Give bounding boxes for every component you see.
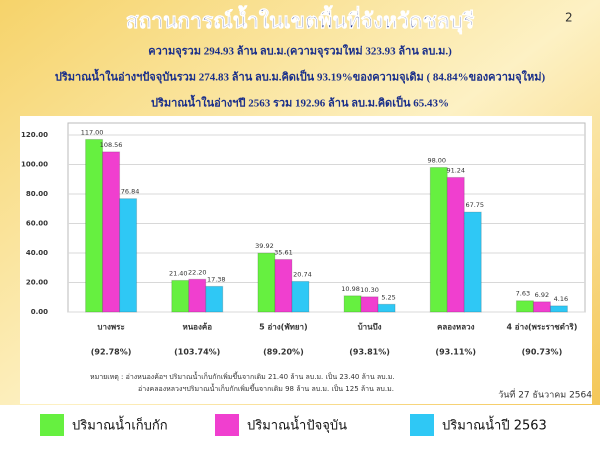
legend-label: ปริมาณน้ำเก็บกัก	[72, 416, 168, 434]
legend-label: ปริมาณน้ำปี 2563	[442, 416, 547, 434]
subtitle: ปริมาณน้ำในอ่างฯปัจจุบันรวม 274.83 ล้าน …	[55, 69, 546, 85]
note: หมายเหตุ : อ่างหนองค้อฯ ปริมาณน้ำเก็บกัก…	[90, 370, 395, 381]
data-label: 98.00	[427, 156, 446, 164]
y-tick-label: 40.00	[26, 249, 48, 257]
y-tick-label: 20.00	[26, 279, 48, 287]
bar	[429, 166, 448, 313]
data-label: 4.16	[554, 295, 568, 303]
subtitle: ปริมาณน้ำในอ่างฯปี 2563 รวม 192.96 ล้าน …	[151, 95, 449, 110]
category-note: (93.11%)	[435, 348, 476, 357]
x-tick-label: 4 อ่าง(พระราชดำริ)	[506, 323, 577, 332]
data-label: 6.92	[535, 291, 549, 299]
data-label: 17.38	[207, 275, 226, 283]
bar	[171, 279, 190, 313]
category-note: (93.81%)	[349, 348, 390, 357]
page-number: 2	[565, 11, 573, 25]
data-label: 39.92	[255, 242, 274, 250]
data-label: 67.75	[465, 201, 484, 209]
bar	[515, 300, 534, 313]
category-note: (90.73%)	[522, 348, 563, 357]
y-tick-label: 100.00	[21, 161, 48, 169]
data-label: 10.30	[360, 286, 379, 294]
bar	[102, 151, 121, 313]
data-label: 91.24	[446, 166, 465, 174]
bar	[119, 198, 138, 313]
category-note: (103.74%)	[174, 348, 220, 357]
bar	[291, 280, 310, 313]
bar	[274, 258, 293, 313]
bar	[188, 278, 207, 313]
data-label: 5.25	[381, 293, 395, 301]
bar	[549, 305, 568, 313]
data-label: 20.74	[293, 270, 312, 278]
legend-label: ปริมาณน้ำปัจจุบัน	[247, 416, 347, 434]
bar	[532, 301, 551, 313]
y-tick-label: 80.00	[26, 190, 48, 198]
note: อ่างคลองหลวงฯปริมาณน้ำเก็บกักเพิ่มขึ้นจา…	[138, 382, 394, 393]
legend-panel	[0, 405, 600, 450]
legend-swatch	[40, 414, 64, 436]
date: วันที่ 27 ธันวาคม 2564	[498, 388, 592, 401]
data-label: 22.20	[188, 268, 207, 276]
subtitle: ความจุรวม 294.93 ล้าน ลบ.ม.(ความจุรวมใหม…	[148, 44, 452, 59]
x-tick-label: หนองค้อ	[182, 322, 212, 332]
data-label: 76.84	[121, 188, 140, 196]
bar	[343, 295, 362, 313]
x-tick-label: 5 อ่าง(พัทยา)	[259, 323, 308, 332]
bar	[85, 138, 104, 313]
legend-swatch	[215, 414, 239, 436]
bar	[377, 303, 396, 313]
data-label: 117.00	[81, 128, 104, 136]
y-tick-label: 120.00	[21, 131, 48, 139]
data-label: 21.40	[169, 269, 188, 277]
data-label: 35.61	[274, 248, 293, 256]
x-tick-label: คลองหลวง	[437, 323, 475, 332]
x-tick-label: บ้านบึง	[358, 322, 382, 332]
y-tick-label: 60.00	[26, 220, 48, 228]
chart-title: สถานการณ์น้ำในเขตพื้นที่จังหวัดชลบุรี	[126, 5, 475, 35]
category-note: (89.20%)	[263, 348, 304, 357]
category-note: (92.78%)	[91, 348, 132, 357]
bar	[360, 296, 379, 313]
bar	[205, 285, 224, 313]
y-tick-label: 0.00	[31, 308, 48, 316]
x-tick-label: บางพระ	[97, 323, 124, 332]
data-label: 10.98	[341, 285, 360, 293]
legend-swatch	[410, 414, 434, 436]
bar	[463, 211, 482, 313]
bar	[446, 176, 465, 313]
data-label: 108.56	[100, 141, 123, 149]
data-label: 7.63	[516, 290, 530, 298]
bar	[257, 252, 276, 313]
